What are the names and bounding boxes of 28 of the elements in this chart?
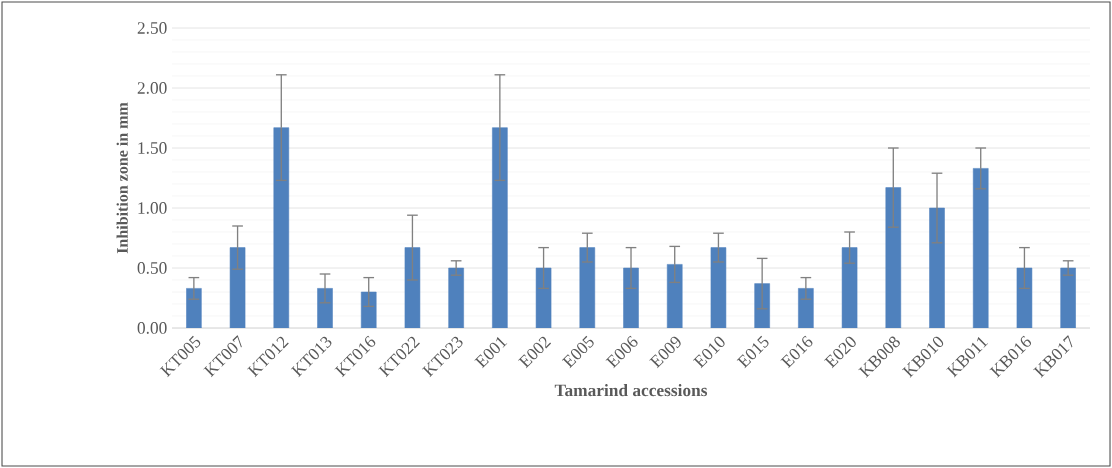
- y-tick-label: 1.50: [138, 142, 167, 154]
- bar: [492, 127, 508, 328]
- bar: [186, 288, 202, 328]
- y-axis-title: Inhibition zone in mm: [116, 102, 128, 254]
- bar: [229, 247, 246, 328]
- bar: [623, 267, 639, 328]
- bar: [1060, 267, 1076, 328]
- bar: [448, 267, 464, 328]
- bar: [273, 127, 290, 328]
- bar: [666, 264, 683, 328]
- bar: [360, 291, 377, 328]
- bar: [317, 288, 333, 328]
- y-tick-label: 0.50: [137, 262, 167, 274]
- bar: [1016, 267, 1033, 328]
- bar: [885, 187, 902, 328]
- bar: [710, 247, 727, 328]
- y-tick-label: 1.00: [138, 202, 167, 214]
- bar: [535, 267, 552, 328]
- bar: [929, 207, 945, 328]
- bar: [841, 247, 858, 328]
- y-tick-label: 2.00: [137, 82, 167, 94]
- y-tick-label: 2.50: [137, 22, 167, 34]
- bar: [579, 247, 596, 328]
- bar: [972, 168, 989, 328]
- y-tick-label: 0.00: [137, 322, 167, 334]
- bar: [798, 288, 814, 328]
- bar: [404, 247, 421, 328]
- x-axis-title: Tamarind accessions: [554, 384, 708, 397]
